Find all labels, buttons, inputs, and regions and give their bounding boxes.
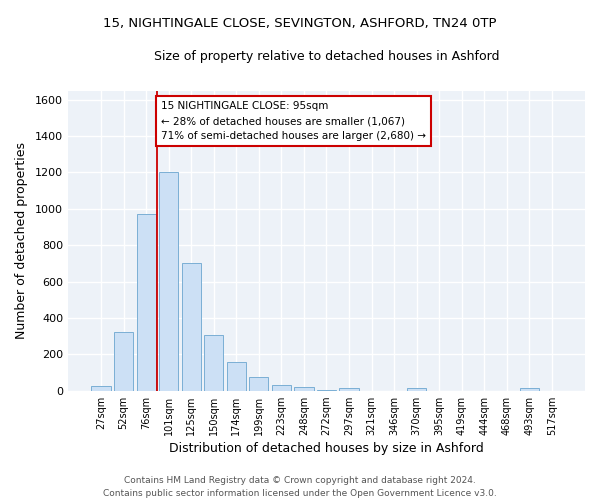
Text: Contains HM Land Registry data © Crown copyright and database right 2024.
Contai: Contains HM Land Registry data © Crown c… xyxy=(103,476,497,498)
Bar xyxy=(159,172,178,390)
Y-axis label: Number of detached properties: Number of detached properties xyxy=(15,142,28,339)
Bar xyxy=(272,385,291,390)
Bar xyxy=(520,388,539,390)
Text: 15 NIGHTINGALE CLOSE: 95sqm
← 28% of detached houses are smaller (1,067)
71% of : 15 NIGHTINGALE CLOSE: 95sqm ← 28% of det… xyxy=(161,102,426,141)
Bar xyxy=(114,332,133,390)
Bar xyxy=(407,388,426,390)
Bar xyxy=(137,214,155,390)
Bar xyxy=(249,377,268,390)
Bar xyxy=(91,386,110,390)
Bar xyxy=(295,387,314,390)
Bar xyxy=(182,264,201,390)
Text: 15, NIGHTINGALE CLOSE, SEVINGTON, ASHFORD, TN24 0TP: 15, NIGHTINGALE CLOSE, SEVINGTON, ASHFOR… xyxy=(103,18,497,30)
Bar xyxy=(340,388,359,390)
Bar xyxy=(227,362,246,390)
Title: Size of property relative to detached houses in Ashford: Size of property relative to detached ho… xyxy=(154,50,499,63)
Bar xyxy=(204,335,223,390)
X-axis label: Distribution of detached houses by size in Ashford: Distribution of detached houses by size … xyxy=(169,442,484,455)
